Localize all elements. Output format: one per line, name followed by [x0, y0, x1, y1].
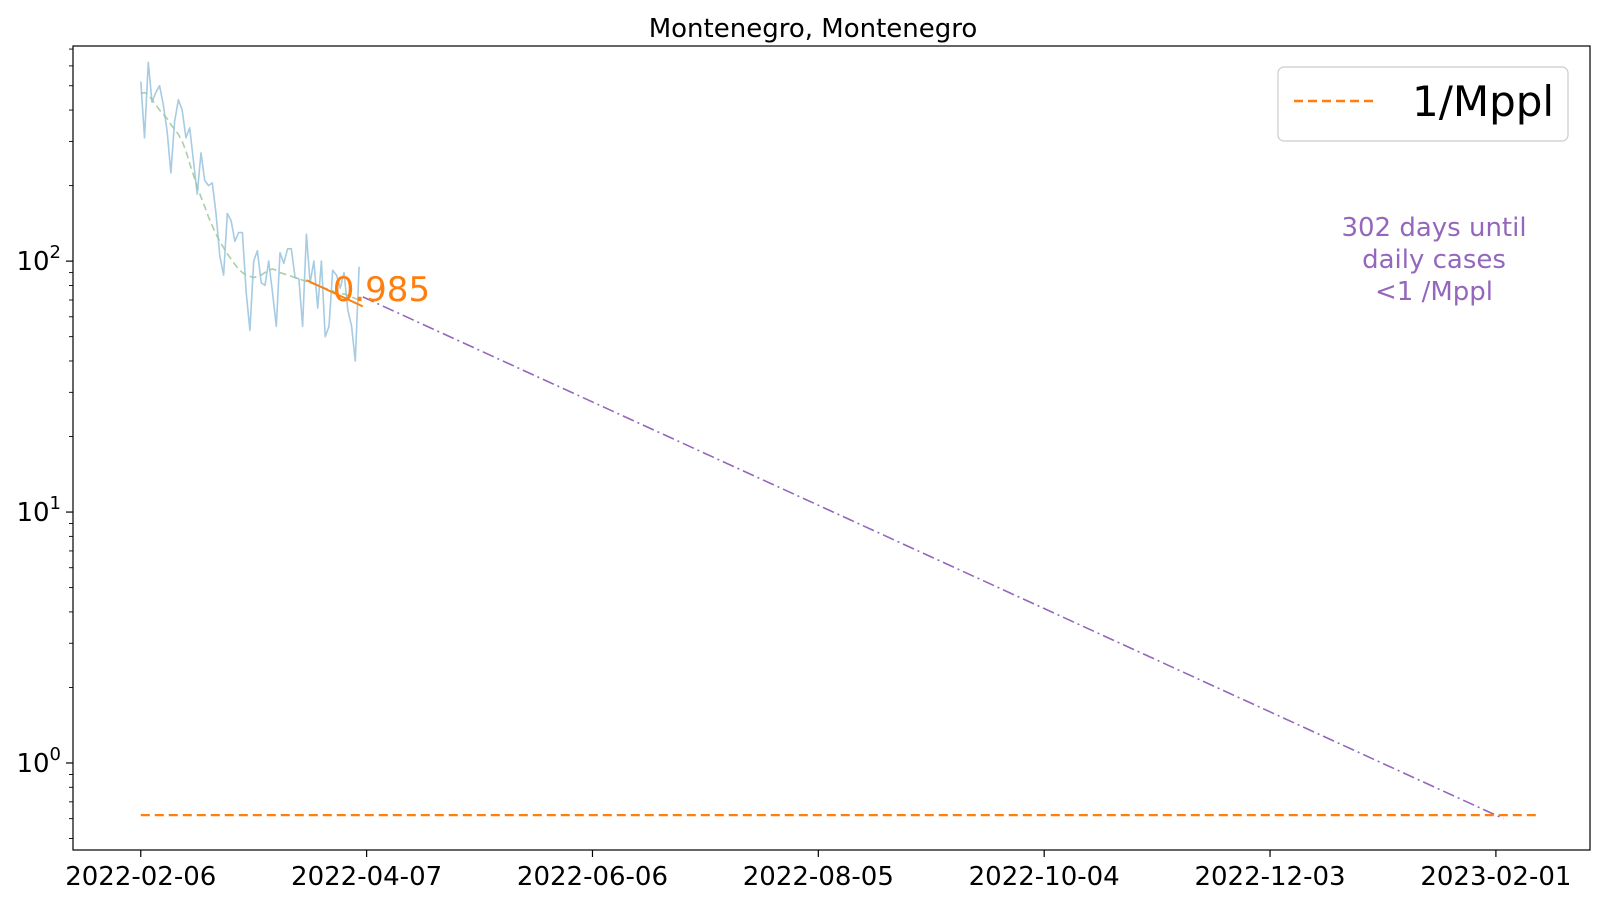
series-smoothed-average — [140, 91, 360, 301]
legend-box — [1277, 66, 1569, 142]
series-daily-cases — [140, 61, 360, 362]
growth-rate-label: 0.985 — [333, 270, 430, 310]
x-tick-label: 2022-08-05 — [743, 862, 894, 892]
series-layer — [140, 61, 1538, 820]
days-until-note-line: 302 days until — [1341, 213, 1526, 243]
x-tick-label: 2022-06-06 — [517, 862, 668, 892]
x-axis: 2022-02-06 2022-04-07 2022-06-06 2022-08-05… — [65, 850, 1571, 892]
y-axis: 100 101 102 — [16, 48, 73, 839]
y-tick-label: 102 — [16, 242, 61, 277]
x-tick-label: 2022-04-07 — [291, 862, 442, 892]
legend-label-1mppl: 1/Mppl — [1412, 77, 1554, 126]
series-projection — [362, 296, 1504, 820]
x-tick-label: 2023-02-01 — [1420, 862, 1571, 892]
x-tick-label: 2022-10-04 — [969, 862, 1120, 892]
series-recent-fit — [305, 279, 364, 308]
legend: 1/Mppl — [1277, 66, 1569, 142]
chart-title: Montenegro, Montenegro — [649, 14, 978, 44]
plot-area-frame — [72, 45, 1591, 851]
days-until-note-line: daily cases — [1362, 245, 1506, 275]
days-until-note-line: <1 /Mppl — [1375, 277, 1493, 307]
x-tick-label: 2022-02-06 — [65, 862, 216, 892]
x-tick-label: 2022-12-03 — [1194, 862, 1345, 892]
y-tick-label: 100 — [16, 744, 61, 779]
y-tick-label: 101 — [16, 493, 61, 528]
